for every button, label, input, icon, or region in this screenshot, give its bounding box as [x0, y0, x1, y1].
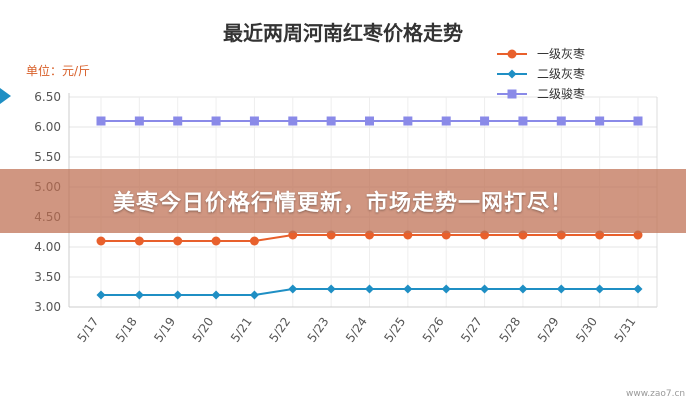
x-tick-label: 5/19	[151, 315, 178, 345]
scroll-arrow-icon	[0, 88, 11, 104]
data-point-series-2	[326, 284, 336, 294]
data-point-series-2	[480, 284, 490, 294]
data-point-series-2	[556, 284, 566, 294]
data-point-series-1	[134, 236, 144, 246]
data-point-series-1	[211, 236, 221, 246]
data-point-series-2	[134, 290, 144, 300]
legend-marker-2	[507, 69, 517, 79]
legend-label-3: 二级骏枣	[537, 87, 585, 101]
y-tick-label: 5.50	[34, 150, 61, 164]
data-point-series-1	[173, 236, 183, 246]
data-point-series-1	[249, 236, 259, 246]
data-point-series-2	[211, 290, 221, 300]
x-tick-label: 5/24	[343, 315, 370, 345]
promo-banner: 美枣今日价格行情更新，市场走势一网打尽！	[0, 169, 686, 233]
data-point-series-3	[480, 116, 490, 126]
data-point-series-3	[633, 116, 643, 126]
data-point-series-3	[96, 116, 106, 126]
data-point-series-2	[365, 284, 374, 294]
x-tick-label: 5/25	[381, 315, 408, 345]
data-point-series-2	[441, 284, 451, 294]
data-point-series-2	[288, 284, 298, 294]
data-point-series-3	[211, 116, 221, 126]
x-tick-label: 5/28	[496, 315, 523, 345]
y-tick-label: 4.00	[34, 240, 61, 254]
x-tick-label: 5/21	[228, 315, 255, 345]
x-tick-label: 5/27	[458, 315, 485, 345]
x-tick-label: 5/17	[75, 315, 102, 345]
y-tick-label: 3.00	[34, 300, 61, 314]
data-point-series-2	[173, 290, 183, 300]
data-point-series-3	[518, 116, 528, 126]
x-tick-label: 5/20	[190, 315, 217, 345]
data-point-series-2	[249, 290, 259, 300]
x-axis-ticks: 5/17 5/18 5/19 5/20 5/21 5/22 5/23 5/24 5/25 5/26…	[75, 315, 639, 345]
y-tick-label: 6.50	[34, 90, 61, 104]
data-point-series-3	[365, 116, 374, 126]
x-tick-label: 5/23	[305, 315, 332, 345]
data-point-series-3	[326, 116, 336, 126]
watermark: www.zao7.cn	[626, 389, 685, 399]
legend-marker-3	[507, 89, 517, 99]
data-point-series-3	[134, 116, 144, 126]
data-point-series-3	[249, 116, 259, 126]
data-point-series-3	[403, 116, 413, 126]
legend-marker-1	[507, 49, 517, 59]
x-tick-label: 5/26	[420, 315, 447, 345]
x-tick-label: 5/29	[535, 315, 562, 345]
data-point-series-1	[96, 236, 106, 246]
data-point-series-3	[595, 116, 605, 126]
legend-label-1: 一级灰枣	[537, 47, 585, 61]
chart-title: 最近两周河南红枣价格走势	[223, 21, 463, 45]
data-point-series-2	[595, 284, 605, 294]
data-point-series-2	[96, 290, 106, 300]
data-point-series-3	[173, 116, 183, 126]
data-point-series-2	[403, 284, 413, 294]
legend-label-2: 二级灰枣	[537, 67, 585, 81]
x-tick-label: 5/30	[573, 315, 600, 345]
banner-text: 美枣今日价格行情更新，市场走势一网打尽！	[112, 191, 573, 216]
series-group	[96, 116, 643, 300]
data-point-series-2	[518, 284, 528, 294]
data-point-series-2	[633, 284, 643, 294]
x-tick-label: 5/22	[266, 315, 293, 345]
x-tick-label: 5/31	[612, 315, 639, 345]
y-tick-label: 3.50	[34, 270, 61, 284]
y-tick-label: 6.00	[34, 120, 61, 134]
data-point-series-3	[441, 116, 451, 126]
unit-label: 单位：元/斤	[26, 63, 90, 78]
x-tick-label: 5/18	[113, 315, 140, 345]
data-point-series-3	[556, 116, 566, 126]
data-point-series-3	[288, 116, 298, 126]
